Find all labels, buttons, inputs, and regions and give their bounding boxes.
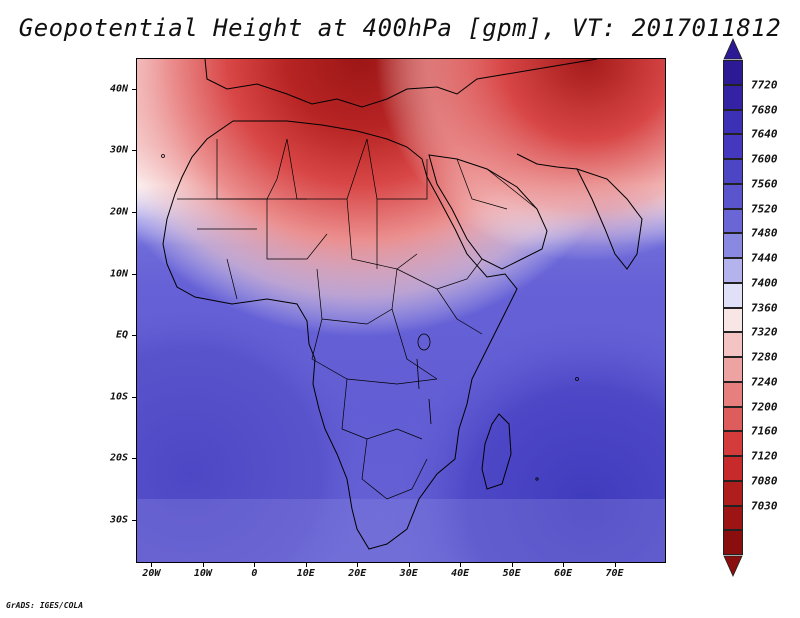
colorbar-label: 7160 (751, 424, 778, 438)
colorbar-segment (723, 208, 743, 234)
gulf-coast (516, 153, 578, 170)
colorbar-label: 7720 (751, 78, 778, 92)
colorbar-segment (723, 505, 743, 531)
height-field-map (137, 59, 665, 562)
footer-credit: GrADS: IGES/COLA (6, 601, 84, 610)
colorbar-segment (723, 159, 743, 184)
colorbar-label: 7320 (751, 325, 778, 339)
colorbar-label: 7280 (751, 350, 778, 364)
lat-tick (132, 396, 136, 398)
colorbar-segment (723, 406, 743, 432)
lake-tanganyika (416, 358, 420, 390)
colorbar-segment (723, 60, 743, 85)
colorbar-segment (723, 431, 743, 456)
colorbar-segment (723, 233, 743, 258)
lat-tick (132, 458, 136, 460)
lon-label: 40E (451, 568, 470, 579)
map-title: Geopotential Height at 400hPa [gpm], VT:… (18, 14, 782, 42)
lon-tick (460, 563, 462, 567)
coastlines (162, 59, 643, 550)
lon-label: 70E (605, 568, 624, 579)
europe-coast (204, 59, 598, 108)
reunion-island (535, 477, 539, 481)
lat-tick (132, 150, 136, 152)
lat-label: 40N (109, 83, 128, 95)
lon-label: 10W (193, 568, 212, 579)
asian-high (137, 59, 665, 562)
lon-label: 60E (554, 568, 573, 579)
lon-tick (254, 563, 256, 567)
lat-tick (132, 335, 136, 337)
islands (161, 154, 579, 481)
lon-tick (614, 563, 616, 567)
country-borders (177, 138, 538, 500)
colorbar-label: 7680 (751, 103, 778, 116)
lat-label: 20S (109, 452, 128, 464)
colorbar-label: 7240 (751, 375, 778, 389)
colorbar-label: 7640 (751, 127, 778, 141)
lon-label: 10E (296, 568, 315, 579)
colorbar-bottom-arrow (723, 555, 743, 577)
colorbar-segment (723, 480, 743, 506)
india-coast (576, 168, 643, 270)
colorbar-segment (723, 381, 743, 407)
lat-label: 30S (109, 514, 128, 526)
lon-tick (511, 563, 513, 567)
lat-label: 30N (109, 144, 128, 156)
colorbar-segment (723, 282, 743, 308)
madagascar (481, 413, 512, 490)
lon-label: 30E (399, 568, 418, 579)
lon-tick (357, 563, 359, 567)
south-band (137, 499, 665, 562)
colorbar-top-arrow (723, 38, 743, 60)
lon-tick (305, 563, 307, 567)
lon-label: 20W (142, 568, 161, 579)
colorbar-segment (723, 307, 743, 333)
mascarene-islands (575, 377, 579, 381)
lat-tick (132, 211, 136, 213)
canary-islands (161, 154, 165, 158)
colorbar-segment (723, 357, 743, 382)
africa-coastline (162, 120, 518, 550)
colorbar-label: 7200 (751, 400, 778, 413)
colorbar-label: 7520 (751, 202, 778, 215)
lon-label: 50E (502, 568, 521, 579)
lat-tick (132, 273, 136, 275)
lake-victoria (417, 333, 431, 351)
map-panel (136, 58, 666, 563)
colorbar-label: 7360 (751, 301, 778, 314)
colorbar-label: 7400 (751, 276, 778, 290)
colorbar-segment (723, 84, 743, 110)
arabian-peninsula (428, 154, 548, 270)
lat-label: 10S (109, 391, 128, 403)
colorbar (723, 60, 743, 555)
lat-label: EQ (115, 329, 128, 341)
colorbar-label: 7030 (751, 499, 778, 512)
colorbar-segment (723, 530, 743, 555)
lake-malawi (428, 398, 432, 425)
colorbar-label: 7080 (751, 474, 778, 488)
lat-tick (132, 519, 136, 521)
colorbar-label: 7120 (751, 449, 778, 463)
colorbar-segment (723, 134, 743, 159)
lon-tick (151, 563, 153, 567)
lat-label: 20N (109, 206, 128, 218)
lakes (416, 333, 432, 425)
colorbar-label: 7600 (751, 152, 778, 166)
lon-tick (408, 563, 410, 567)
lat-tick (132, 88, 136, 90)
lon-tick (202, 563, 204, 567)
colorbar-segment (723, 456, 743, 481)
colorbar-segment (723, 183, 743, 209)
colorbar-label: 7440 (751, 251, 778, 265)
lon-tick (563, 563, 565, 567)
lat-label: 10N (109, 268, 128, 280)
colorbar-label: 7560 (751, 177, 778, 191)
colorbar-label: 7480 (751, 226, 778, 240)
lon-label: 20E (348, 568, 367, 579)
colorbar-segment (723, 109, 743, 135)
colorbar-segment (723, 332, 743, 357)
colorbar-segment (723, 258, 743, 283)
lon-label: 0 (251, 568, 258, 579)
